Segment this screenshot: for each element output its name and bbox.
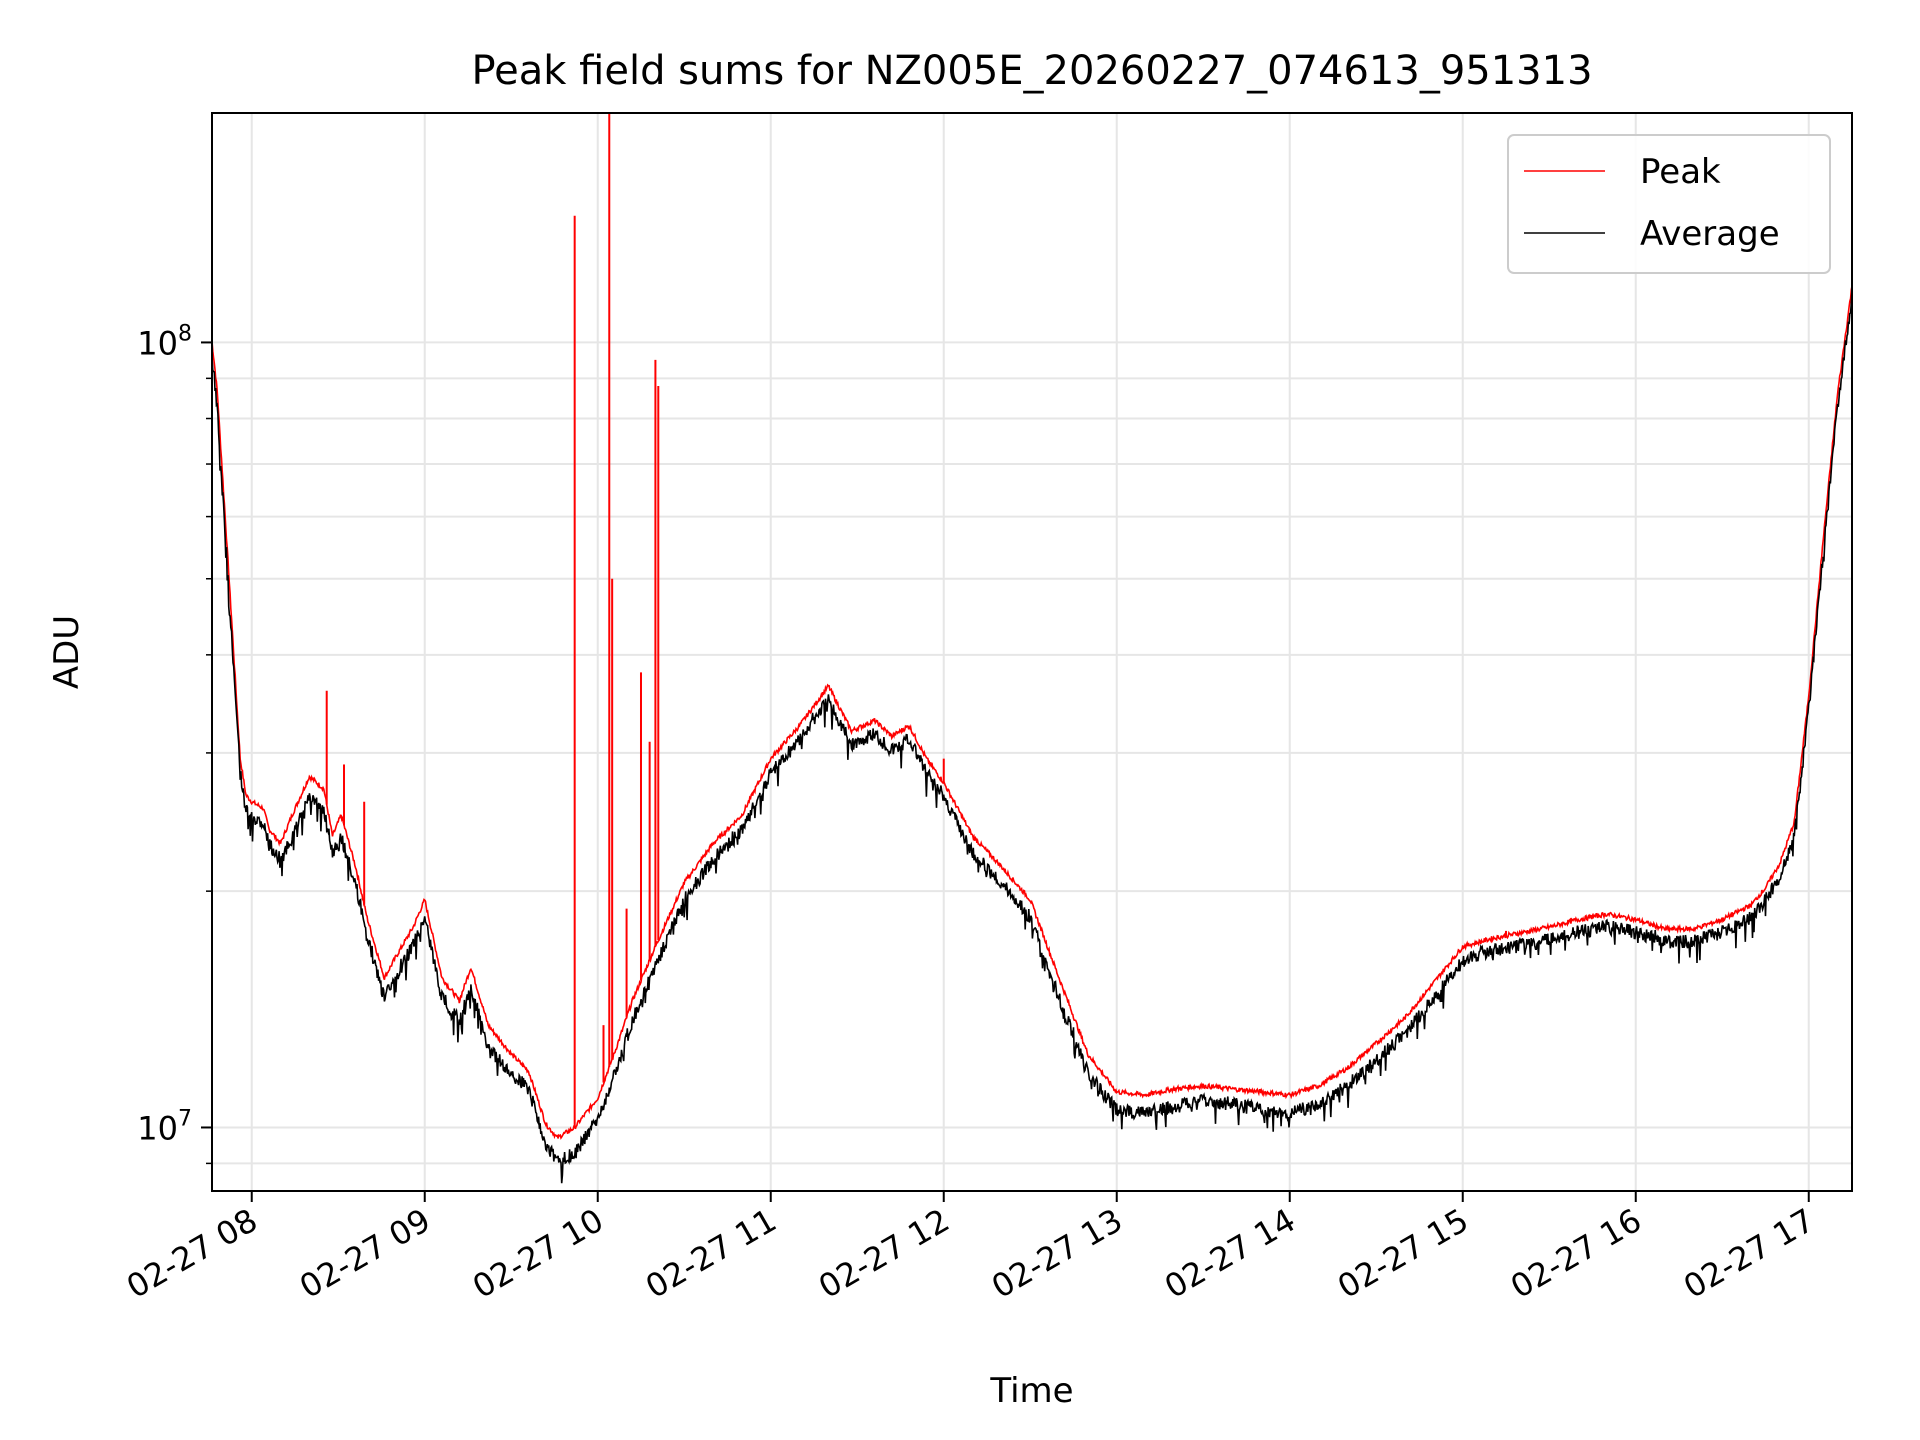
y-axis: 107 108 — [137, 321, 212, 1165]
grid — [212, 113, 1852, 1191]
chart-title: Peak field sums for NZ005E_20260227_0746… — [471, 48, 1592, 94]
series-peak-line — [212, 285, 1852, 1140]
legend-peak-label: Peak — [1640, 152, 1721, 192]
x-axis-label: Time — [989, 1371, 1073, 1411]
y-tick-label: 108 — [137, 321, 192, 362]
y-axis-label: ADU — [47, 615, 87, 689]
legend-average-label: Average — [1640, 214, 1780, 254]
plot-area — [212, 113, 1852, 1184]
legend-box — [1507, 134, 1831, 274]
series-average-line — [212, 288, 1852, 1184]
series-layer — [212, 113, 1852, 1184]
y-tick-label: 107 — [137, 1106, 192, 1147]
legend: Peak Average — [1507, 134, 1831, 274]
plot-frame — [211, 112, 1853, 1192]
